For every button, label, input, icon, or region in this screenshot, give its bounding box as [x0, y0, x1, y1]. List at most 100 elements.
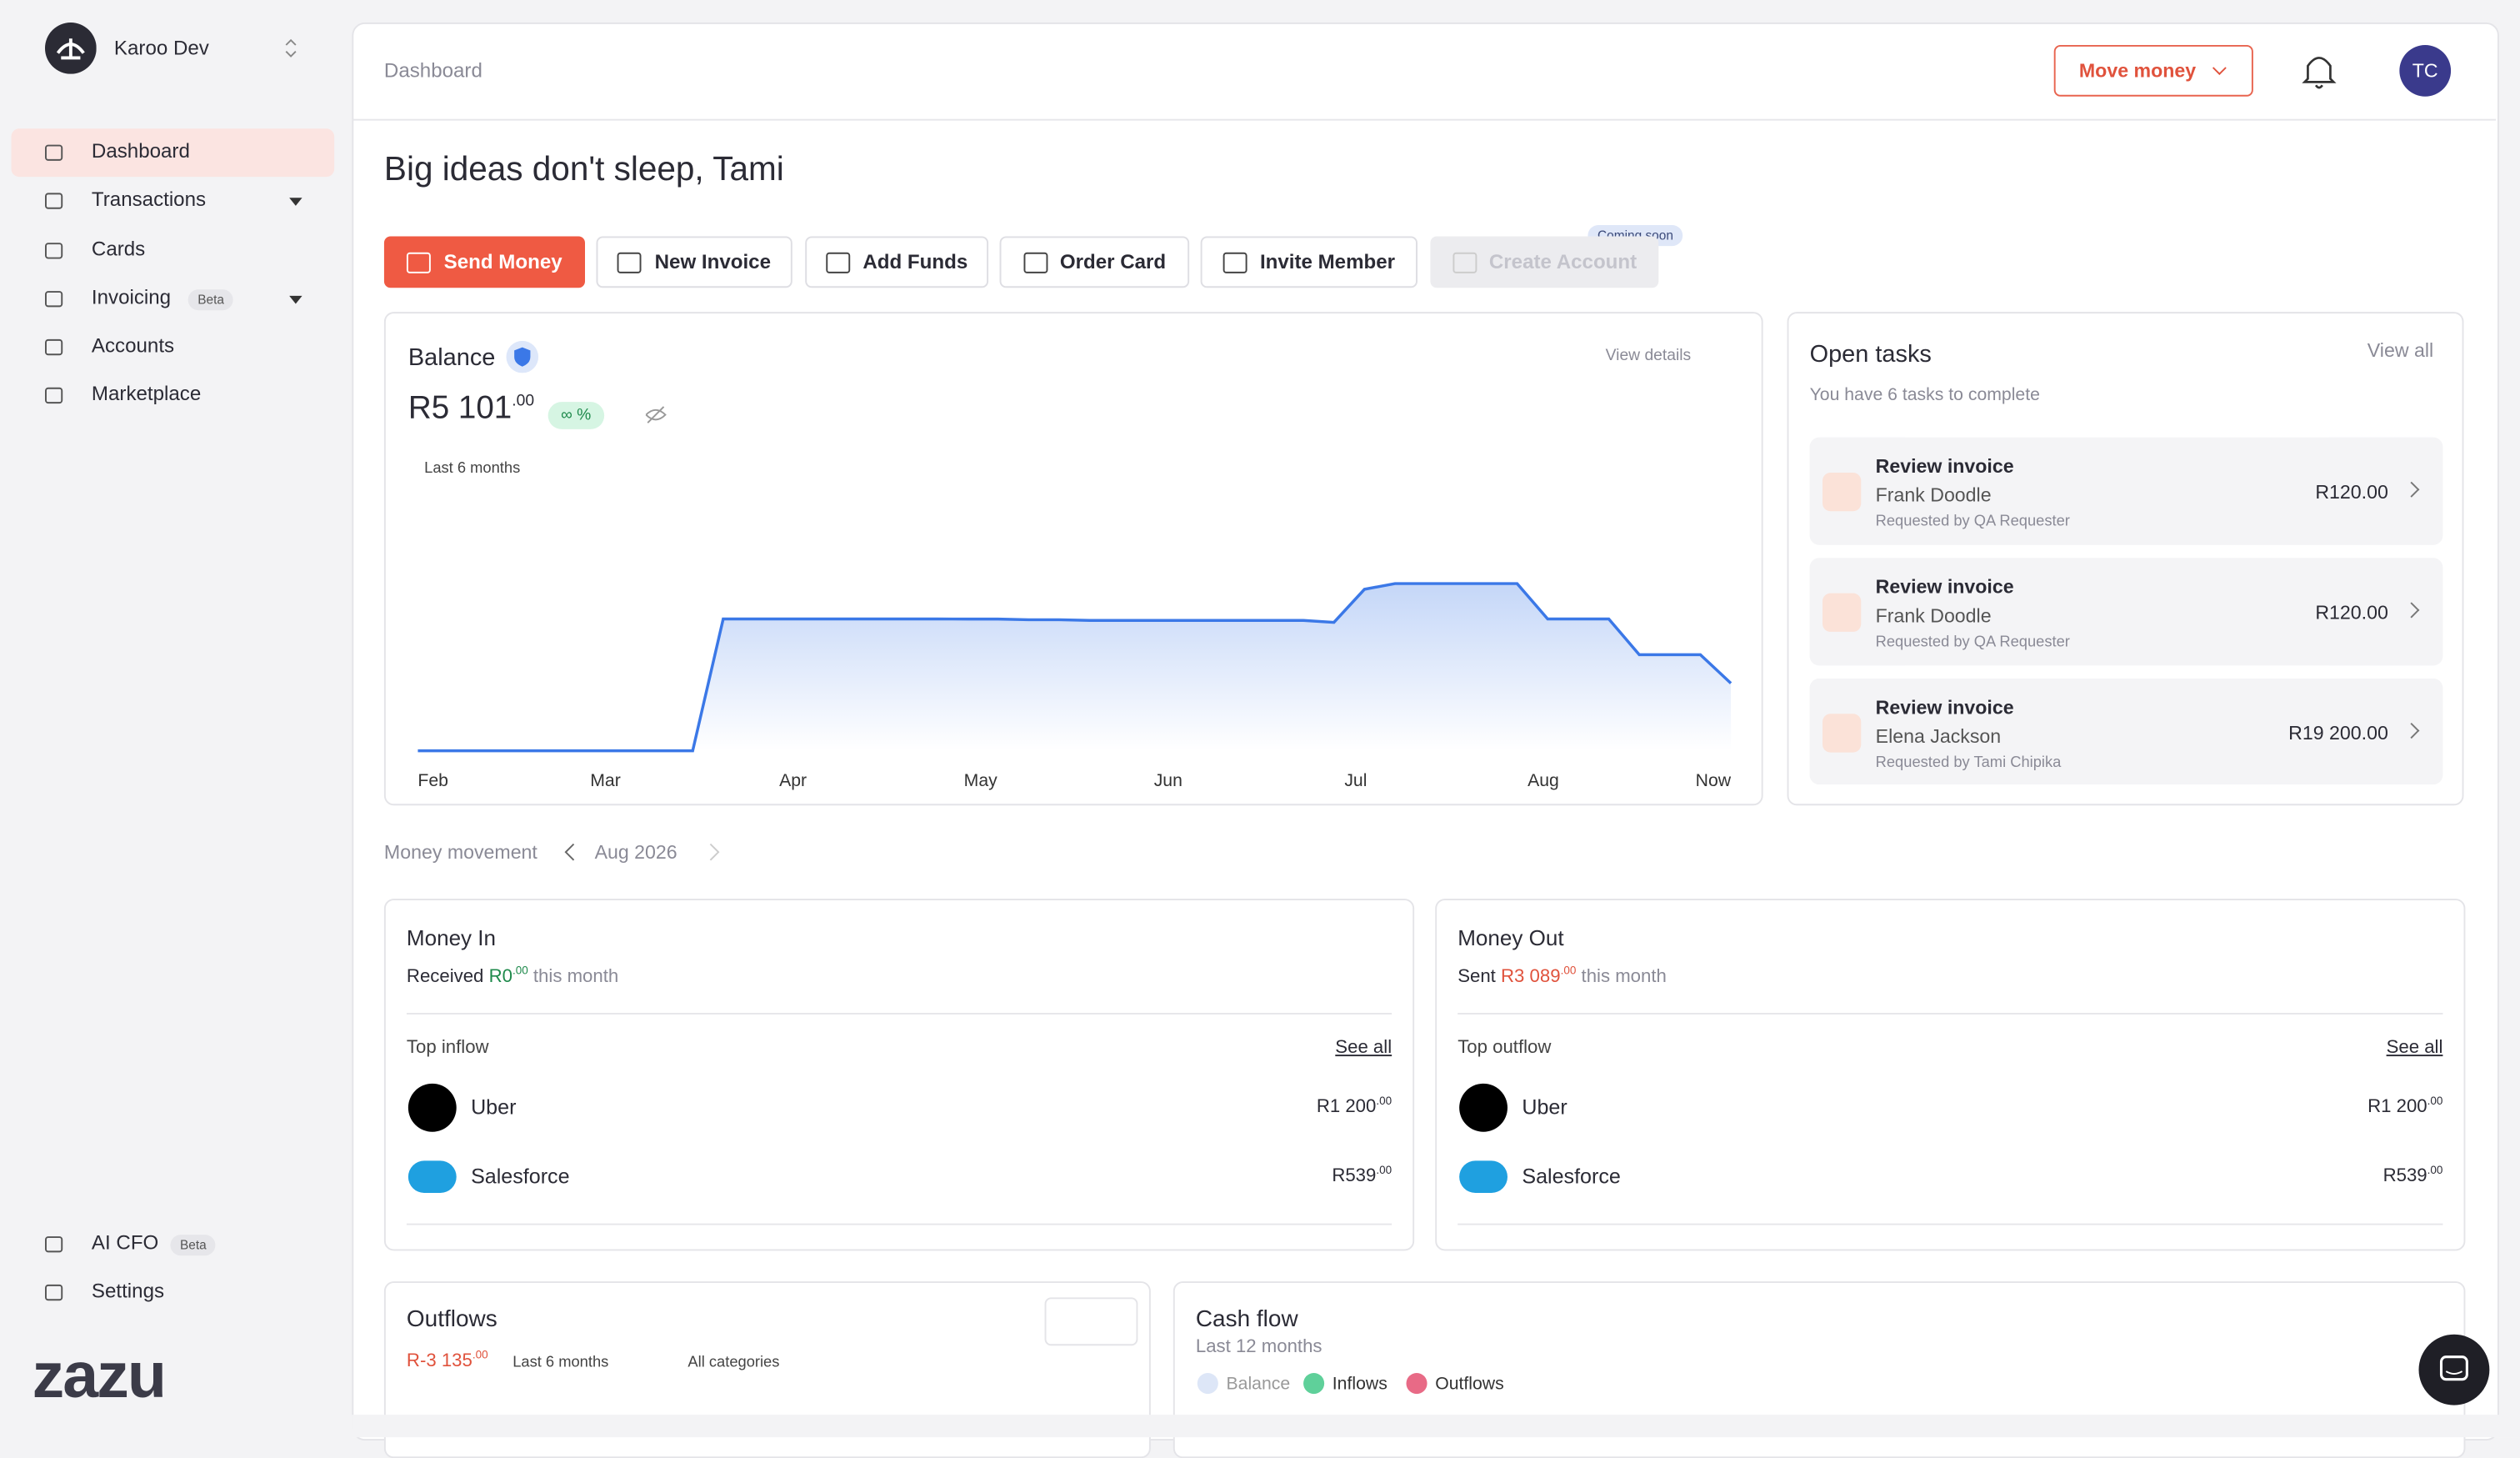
money-out-card: Money Out Sent R3 089.00 this month Top ou…: [1435, 899, 2466, 1251]
nav-item[interactable]: AI CFO: [91, 1231, 159, 1255]
merchant-amount: R539.00: [2383, 1165, 2443, 1186]
nav-badge: Beta: [188, 289, 234, 311]
view-toggle[interactable]: [1044, 1297, 1138, 1346]
action-button[interactable]: Send Money: [383, 236, 585, 288]
task-amount: R19 200.00: [2288, 721, 2388, 744]
see-all[interactable]: See all: [1335, 1038, 1392, 1058]
summary-suffix: this month: [1581, 967, 1667, 987]
action-label: New Invoice: [654, 250, 771, 273]
tasks-view-all[interactable]: View all: [2367, 338, 2434, 362]
move-money-label: Move money: [2078, 59, 2197, 83]
balance-change: ∞ %: [548, 402, 604, 429]
bottom-fade: [352, 1415, 2520, 1438]
legend-swatch: [1303, 1372, 1325, 1395]
action-button[interactable]: Add Funds: [805, 236, 989, 288]
nav-expand: [289, 295, 302, 304]
org-name[interactable]: Karoo Dev: [113, 37, 209, 60]
merchant-amount: R1 200.00: [1317, 1096, 1392, 1117]
cents: .00: [1376, 1165, 1392, 1177]
money-in-card: Money In Received R0.00 this month Top inf…: [383, 899, 1415, 1251]
chevron: [2212, 67, 2228, 76]
action-button[interactable]: Order Card: [999, 236, 1190, 288]
nav-item[interactable]: Accounts: [91, 334, 175, 358]
hide-icon[interactable]: [644, 405, 667, 424]
nav-icon: [44, 144, 63, 161]
merchant-logo: [408, 1083, 457, 1132]
task-item[interactable]: Review invoice Frank Doodle Requested by Q…: [1809, 558, 2443, 666]
tasks-subtitle: You have 6 tasks to complete: [1809, 385, 2040, 405]
task-icon: [1822, 714, 1862, 753]
chat-button[interactable]: [2418, 1334, 2490, 1405]
cents: .00: [2427, 1096, 2443, 1108]
action-button[interactable]: Invite Member: [1200, 236, 1418, 288]
org-switch[interactable]: [282, 37, 298, 59]
avatar[interactable]: TC: [2399, 44, 2452, 97]
outflows-categories[interactable]: All categories: [688, 1353, 780, 1372]
nav-active-bg: [11, 128, 335, 178]
nav-item[interactable]: Cards: [91, 238, 146, 261]
nav-icon: [44, 387, 63, 404]
x-tick-label: Feb: [418, 771, 448, 790]
task-amount: R120.00: [2315, 480, 2388, 504]
merchant-logo: [408, 1160, 457, 1193]
action-label: Invite Member: [1259, 250, 1396, 273]
period-select[interactable]: Last 6 months: [424, 459, 521, 478]
nav-icon: [44, 291, 63, 308]
summary-prefix: Received: [406, 967, 484, 987]
task-name: Frank Doodle: [1875, 483, 1992, 507]
task-name: Frank Doodle: [1875, 604, 1992, 628]
nav-item[interactable]: Invoicing: [91, 286, 172, 309]
outflows-title: Outflows: [406, 1306, 498, 1333]
legend-swatch: [1197, 1372, 1218, 1395]
task-chevron: [2403, 602, 2420, 619]
see-all[interactable]: See all: [2386, 1038, 2443, 1058]
x-tick-label: Now: [1696, 771, 1732, 790]
card-title: Money Out: [1458, 925, 1564, 950]
task-item[interactable]: Review invoice Elena Jackson Requested by …: [1809, 678, 2443, 785]
amount: R1 200: [1316, 1097, 1377, 1118]
balance-cents: .00: [512, 393, 535, 411]
amount: R1 200: [2368, 1097, 2428, 1118]
nav-icon: [44, 193, 63, 209]
action-label: Add Funds: [862, 250, 968, 273]
view-details[interactable]: View details: [1605, 347, 1692, 365]
legend-label: Balance: [1226, 1374, 1291, 1395]
summary-line: Sent R3 089.00 this month: [1458, 966, 1667, 987]
summary-suffix: this month: [532, 967, 619, 987]
action-icon: [618, 251, 642, 273]
x-tick-label: Jun: [1154, 771, 1182, 790]
nav-item[interactable]: Transactions: [91, 188, 207, 211]
task-item[interactable]: Review invoice Frank Doodle Requested by Q…: [1809, 437, 2443, 545]
task-title: Review invoice: [1875, 696, 2014, 719]
chat-icon: [2439, 1355, 2468, 1381]
merchant-amount: R539.00: [1332, 1165, 1392, 1186]
nav-icon: [44, 1284, 63, 1301]
outflows-main: R-3 135: [406, 1351, 472, 1371]
brand-logo: zazu: [32, 1340, 167, 1412]
task-chevron: [2403, 481, 2420, 498]
header-divider: [352, 118, 2497, 121]
action-button[interactable]: New Invoice: [596, 236, 792, 288]
card-title: Money In: [406, 925, 497, 950]
move-money-button[interactable]: Move money: [2053, 44, 2253, 97]
balance-title: Balance: [408, 343, 496, 372]
nav-item[interactable]: Dashboard: [91, 139, 190, 163]
summary-cents: .00: [512, 966, 528, 978]
task-amount: R120.00: [2315, 601, 2388, 624]
divider: [1458, 1012, 2443, 1015]
action-button: Create Account: [1430, 236, 1659, 288]
x-tick-label: Apr: [779, 771, 807, 790]
next-month[interactable]: [708, 843, 721, 862]
notifications[interactable]: [2302, 50, 2337, 92]
prev-month[interactable]: [564, 843, 577, 862]
outflows-period[interactable]: Last 6 months: [512, 1353, 609, 1372]
merchant-amount: R1 200.00: [2368, 1096, 2442, 1117]
greeting: Big ideas don't sleep, Tami: [383, 151, 784, 188]
action-label: Order Card: [1059, 250, 1167, 273]
balance-main: R5 101: [408, 390, 512, 427]
action-icon: [1022, 251, 1048, 273]
nav-item[interactable]: Marketplace: [91, 382, 202, 405]
nav-item[interactable]: Settings: [91, 1280, 165, 1303]
